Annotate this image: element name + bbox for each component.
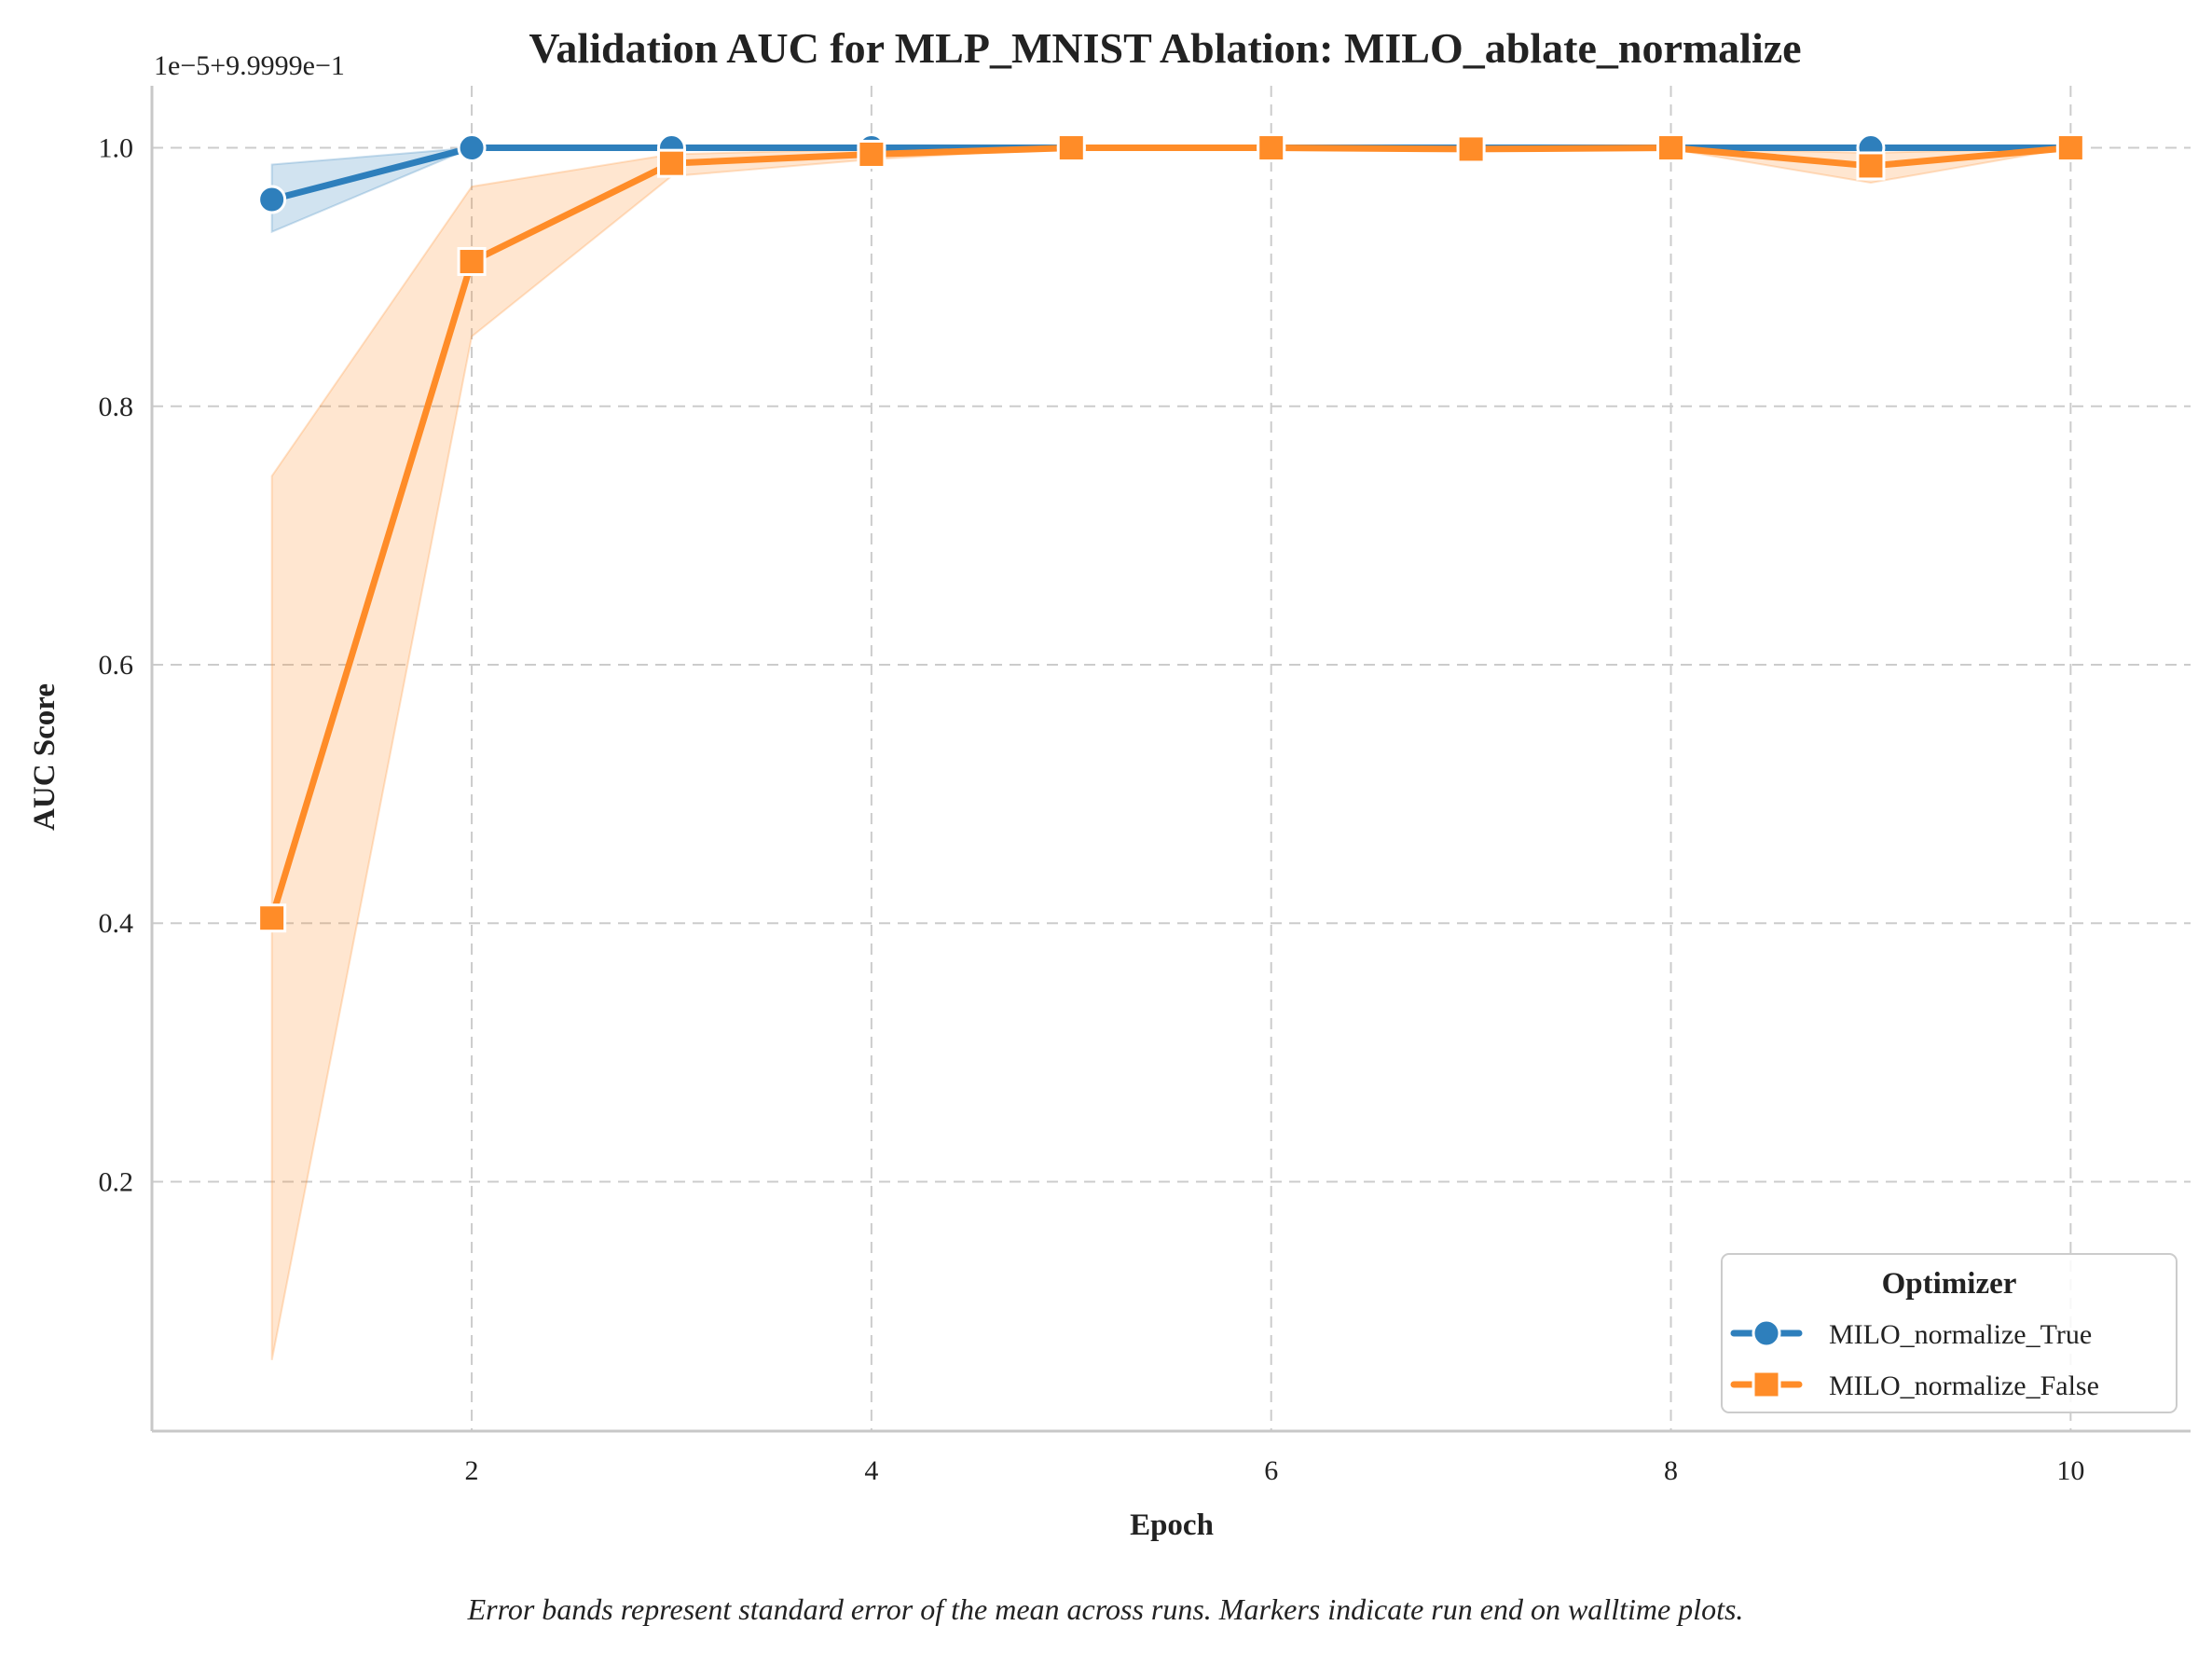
series-lines [268,145,2074,922]
data-point-marker [1456,134,1486,164]
y-tick-label: 0.6 [99,650,134,681]
legend-marker [1752,1318,1781,1348]
legend-title: Optimizer [1882,1267,2017,1301]
legend-label: MILO_normalize_True [1829,1319,2092,1350]
x-tick-label: 2 [465,1455,479,1486]
data-point-marker [457,133,487,163]
legend-marker [1752,1370,1781,1399]
tick-labels: 2 4 6 8 10 0.2 0.4 0.6 0.8 1.0 [99,133,2085,1486]
chart-caption: Error bands represent standard error of … [467,1592,1744,1626]
data-point-marker [1856,151,1886,181]
series-markers [257,133,2085,933]
x-tick-label: 6 [1264,1455,1278,1486]
y-tick-label: 1.0 [99,133,134,164]
data-point-marker [457,247,487,277]
x-tick-label: 8 [1664,1455,1678,1486]
data-point-marker [1056,133,1086,163]
legend: Optimizer MILO_normalize_TrueMILO_normal… [1721,1253,2178,1413]
grid-lines [152,86,2191,1431]
y-tick-label: 0.8 [99,392,134,422]
x-axis-label: Epoch [1130,1508,1214,1542]
data-point-marker [2055,133,2085,163]
y-axis-offset-label: 1e−5+9.9999e−1 [154,50,345,81]
legend-frame [1721,1253,2178,1413]
data-point-marker [257,185,287,214]
data-point-marker [1257,133,1286,163]
data-point-marker [257,903,287,933]
chart-title: Validation AUC for MLP_MNIST Ablation: M… [529,24,1801,72]
y-axis-label: AUC Score [28,683,62,831]
data-point-marker [857,139,886,169]
data-point-marker [1656,133,1686,163]
error-bands [270,146,2071,1360]
error-band [270,146,2071,1360]
y-tick-label: 0.2 [99,1166,134,1197]
legend-label: MILO_normalize_False [1829,1371,2099,1401]
axes [150,86,2191,1433]
data-point-marker [656,148,686,178]
legend-entries: MILO_normalize_True MILO_normalize_False [1730,1318,2099,1401]
y-tick-label: 0.4 [99,908,134,939]
series-line [268,145,2074,922]
x-tick-label: 4 [864,1455,878,1486]
x-tick-label: 10 [2056,1455,2084,1486]
